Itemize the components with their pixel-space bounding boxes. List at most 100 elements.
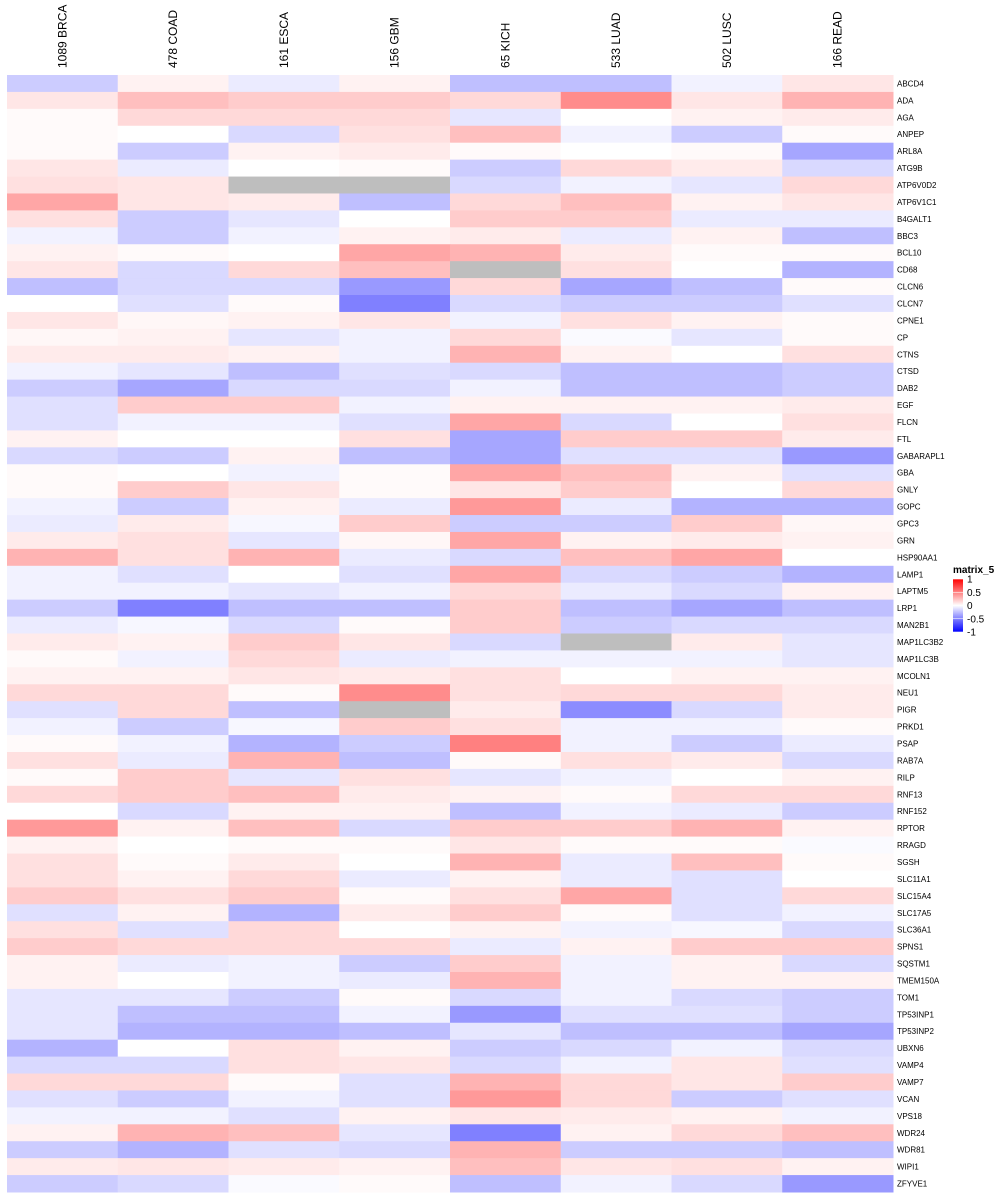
heatmap-cell-gnly-5 bbox=[450, 481, 562, 499]
heatmap-cell-slc15a4-7 bbox=[671, 887, 783, 905]
heatmap-cell-cp-8 bbox=[782, 328, 894, 347]
heatmap-cell-lamp1-1 bbox=[7, 565, 119, 584]
heatmap-cell-arl8a-8 bbox=[782, 142, 894, 161]
row-label: MCOLN1 bbox=[897, 672, 931, 681]
heatmap-cell-wipi1-1 bbox=[7, 1158, 119, 1176]
heatmap-cell-abcd4-8 bbox=[782, 75, 894, 93]
heatmap-cell-atp6v1c1-7 bbox=[671, 193, 783, 211]
heatmap-cell-bbc3-3 bbox=[228, 227, 340, 245]
heatmap-cell-sgsh-7 bbox=[671, 853, 783, 871]
heatmap-cell-map1lc3b2-3 bbox=[228, 633, 340, 651]
row-label: PSAP bbox=[897, 740, 918, 749]
heatmap-cell-tp53inp1-2 bbox=[117, 1005, 229, 1024]
heatmap-cell-man2b1-4 bbox=[339, 616, 451, 634]
heatmap-cell-ctns-5 bbox=[450, 345, 562, 364]
heatmap-cell-gopc-8 bbox=[782, 498, 894, 516]
row-label: LAMP1 bbox=[897, 570, 924, 579]
heatmap-cell-rnf152-7 bbox=[671, 802, 783, 821]
heatmap-cell-sgsh-4 bbox=[339, 853, 451, 871]
heatmap-cell-grn-6 bbox=[560, 531, 672, 550]
heatmap-cell-egf-2 bbox=[117, 396, 229, 414]
heatmap-cell-cp-2 bbox=[117, 328, 229, 347]
heatmap-cell-atp6v0d2-7 bbox=[671, 176, 783, 194]
column-label: 65 KICH bbox=[498, 23, 512, 68]
heatmap-cell-bcl10-8 bbox=[782, 244, 894, 262]
heatmap-cell-gba-3 bbox=[228, 464, 340, 482]
heatmap-cell-gopc-1 bbox=[7, 498, 119, 516]
row-label: UBXN6 bbox=[897, 1044, 924, 1053]
heatmap-cell-cpne1-8 bbox=[782, 311, 894, 330]
row-label: SLC36A1 bbox=[897, 926, 932, 935]
heatmap-cell-neu1-1 bbox=[7, 684, 119, 702]
heatmap-cell-vcan-4 bbox=[339, 1090, 451, 1108]
heatmap-cell-gnly-3 bbox=[228, 481, 340, 499]
heatmap-cell-bbc3-4 bbox=[339, 227, 451, 245]
heatmap-cell-dab2-6 bbox=[560, 379, 672, 398]
column-label: 156 GBM bbox=[388, 17, 402, 68]
heatmap-cell-sqstm1-4 bbox=[339, 955, 451, 973]
heatmap-cell-tp53inp1-7 bbox=[671, 1005, 783, 1024]
heatmap-cell-map1lc3b2-5 bbox=[450, 633, 562, 651]
row-label: TP53INP1 bbox=[897, 1010, 934, 1019]
heatmap-cell-man2b1-8 bbox=[782, 616, 894, 634]
heatmap-cell-slc15a4-8 bbox=[782, 887, 894, 905]
row-label: GBA bbox=[897, 469, 915, 478]
heatmap-cell-ubxn6-3 bbox=[228, 1039, 340, 1058]
row-label: SLC11A1 bbox=[897, 875, 931, 884]
heatmap-cell-lamp1-6 bbox=[560, 565, 672, 584]
heatmap-cell-atp6v0d2-6 bbox=[560, 176, 672, 194]
heatmap-cell-slc17a5-4 bbox=[339, 904, 451, 922]
heatmap-cell-tp53inp2-7 bbox=[671, 1022, 783, 1041]
heatmap-cell-man2b1-2 bbox=[117, 616, 229, 634]
heatmap-cell-clcn7-6 bbox=[560, 295, 672, 313]
heatmap-cell-man2b1-1 bbox=[7, 616, 119, 634]
heatmap-cell-rnf152-6 bbox=[560, 802, 672, 821]
heatmap-cell-gpc3-8 bbox=[782, 515, 894, 533]
heatmap-cell-tp53inp1-6 bbox=[560, 1005, 672, 1024]
heatmap-cell-sqstm1-7 bbox=[671, 955, 783, 973]
heatmap-cell-cp-5 bbox=[450, 328, 562, 347]
row-label: RRAGD bbox=[897, 841, 926, 850]
heatmap-cell-slc15a4-2 bbox=[117, 887, 229, 905]
heatmap-cell-tp53inp2-1 bbox=[7, 1022, 119, 1041]
heatmap-cell-slc36a1-8 bbox=[782, 921, 894, 939]
heatmap-cell-gabarapl1-5 bbox=[450, 447, 562, 465]
heatmap-cell-gba-5 bbox=[450, 464, 562, 482]
heatmap-cell-prkd1-8 bbox=[782, 718, 894, 736]
heatmap-cell-lrp1-2 bbox=[117, 599, 229, 618]
heatmap-cell-lamp1-4 bbox=[339, 565, 451, 584]
heatmap-cell-gba-7 bbox=[671, 464, 783, 482]
heatmap-cell-tp53inp1-1 bbox=[7, 1005, 119, 1024]
heatmap-cell-zfyve1-6 bbox=[560, 1175, 672, 1193]
heatmap-cell-rptor-5 bbox=[450, 819, 562, 838]
heatmap-cell-wdr81-5 bbox=[450, 1141, 562, 1159]
heatmap-cell-pigr-5 bbox=[450, 701, 562, 719]
heatmap-cell-b4galt1-2 bbox=[117, 210, 229, 228]
heatmap-cell-atp6v1c1-8 bbox=[782, 193, 894, 211]
heatmap-cell-b4galt1-3 bbox=[228, 210, 340, 228]
heatmap-cell-lamp1-3 bbox=[228, 565, 340, 584]
heatmap-cell-tp53inp2-3 bbox=[228, 1022, 340, 1041]
heatmap-cell-zfyve1-8 bbox=[782, 1175, 894, 1193]
heatmap-cell-sgsh-3 bbox=[228, 853, 340, 871]
heatmap-cell-ctsd-1 bbox=[7, 362, 119, 381]
heatmap-cell-rilp-2 bbox=[117, 768, 229, 787]
heatmap-cell-cd68-4 bbox=[339, 261, 451, 279]
heatmap-cell-rnf152-1 bbox=[7, 802, 119, 821]
row-label: CLCN6 bbox=[897, 283, 924, 292]
heatmap-cell-flcn-7 bbox=[671, 413, 783, 431]
row-label: GRN bbox=[897, 536, 915, 545]
heatmap-cell-wipi1-3 bbox=[228, 1158, 340, 1176]
heatmap-cell-bcl10-1 bbox=[7, 244, 119, 262]
heatmap-cell-spns1-6 bbox=[560, 938, 672, 956]
heatmap-cell-ada-6 bbox=[560, 91, 672, 110]
heatmap-cell-tmem150a-8 bbox=[782, 971, 894, 990]
heatmap-cell-ada-4 bbox=[339, 91, 451, 110]
heatmap-cell-mcoln1-2 bbox=[117, 667, 229, 685]
heatmap-cell-rptor-4 bbox=[339, 819, 451, 838]
heatmap-cell-slc17a5-3 bbox=[228, 904, 340, 922]
heatmap-cell-mcoln1-3 bbox=[228, 667, 340, 685]
heatmap-cell-spns1-5 bbox=[450, 938, 562, 956]
heatmap-cell-laptm5-6 bbox=[560, 582, 672, 601]
heatmap-cell-zfyve1-7 bbox=[671, 1175, 783, 1193]
